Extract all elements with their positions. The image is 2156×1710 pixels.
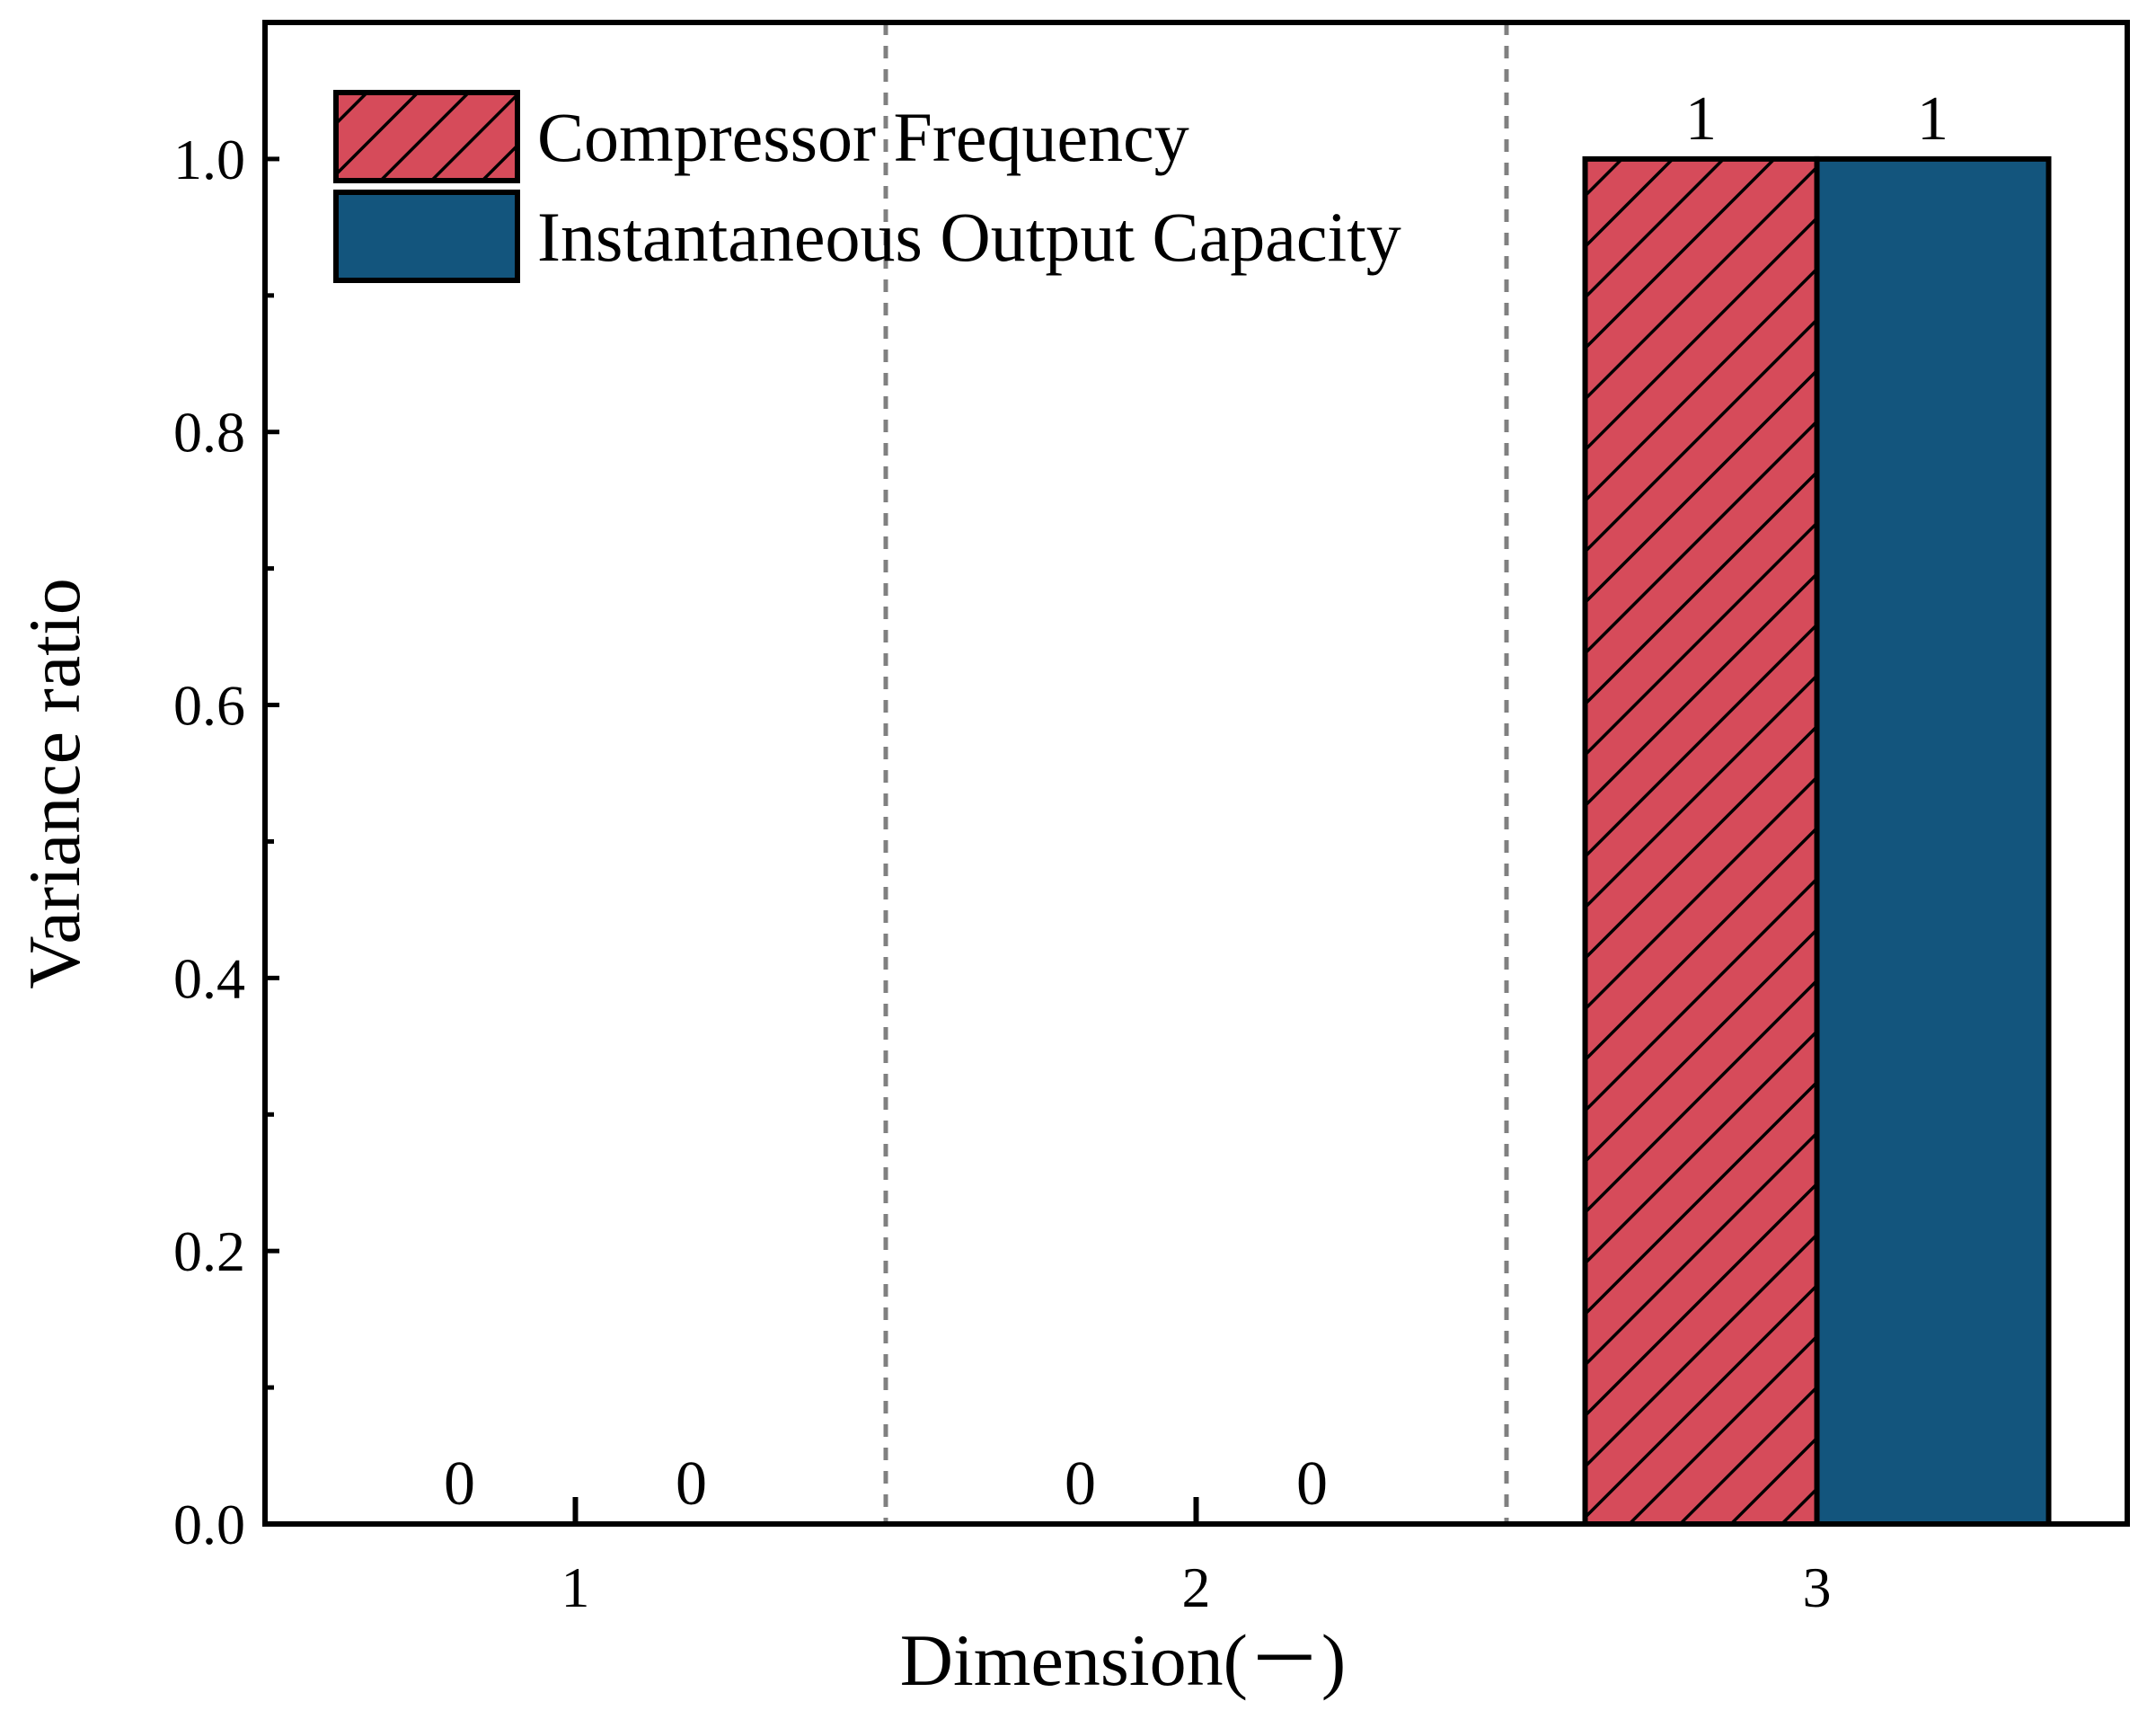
bar-compressor-frequency-dim-3 <box>1582 155 1820 1528</box>
y-axis: 0.0 0.2 0.4 0.6 0.8 1.0 <box>173 128 279 1556</box>
legend: Compressor Frequency Instantaneous Output… <box>333 90 1401 283</box>
x-tick-label: 3 <box>1803 1555 1832 1619</box>
bar-value-label: 1 <box>1917 84 1948 154</box>
y-axis-title: Variance ratio <box>13 578 95 989</box>
x-tick-label: 2 <box>1182 1555 1211 1619</box>
legend-label: Instantaneous Output Capacity <box>537 198 1401 276</box>
y-tick-label: 0.2 <box>173 1219 245 1283</box>
bar-value-label: 0 <box>444 1449 475 1519</box>
y-tick-label: 0.8 <box>173 401 245 465</box>
bar-output-capacity-dim-3 <box>1814 155 2052 1528</box>
y-tick-label: 0.6 <box>173 674 245 738</box>
bar-value-label: 0 <box>676 1449 707 1519</box>
x-axis: 1 2 3 <box>561 1497 1832 1619</box>
bar-value-label: 0 <box>1296 1449 1328 1519</box>
x-axis-title: Dimension(－) <box>900 1619 1346 1701</box>
legend-swatch <box>333 90 520 183</box>
bar-labels: 0 0 0 0 1 1 <box>444 84 1948 1519</box>
legend-swatch <box>333 190 520 283</box>
y-tick-label: 0.0 <box>173 1493 245 1556</box>
x-tick-label: 1 <box>561 1555 590 1619</box>
y-tick-label: 1.0 <box>173 128 245 191</box>
category-separators <box>883 22 1509 1524</box>
y-tick-label: 0.4 <box>173 946 245 1010</box>
legend-label: Compressor Frequency <box>537 98 1189 176</box>
bar-value-label: 1 <box>1685 84 1717 154</box>
bar-value-label: 0 <box>1065 1449 1096 1519</box>
bars <box>1582 155 2052 1528</box>
